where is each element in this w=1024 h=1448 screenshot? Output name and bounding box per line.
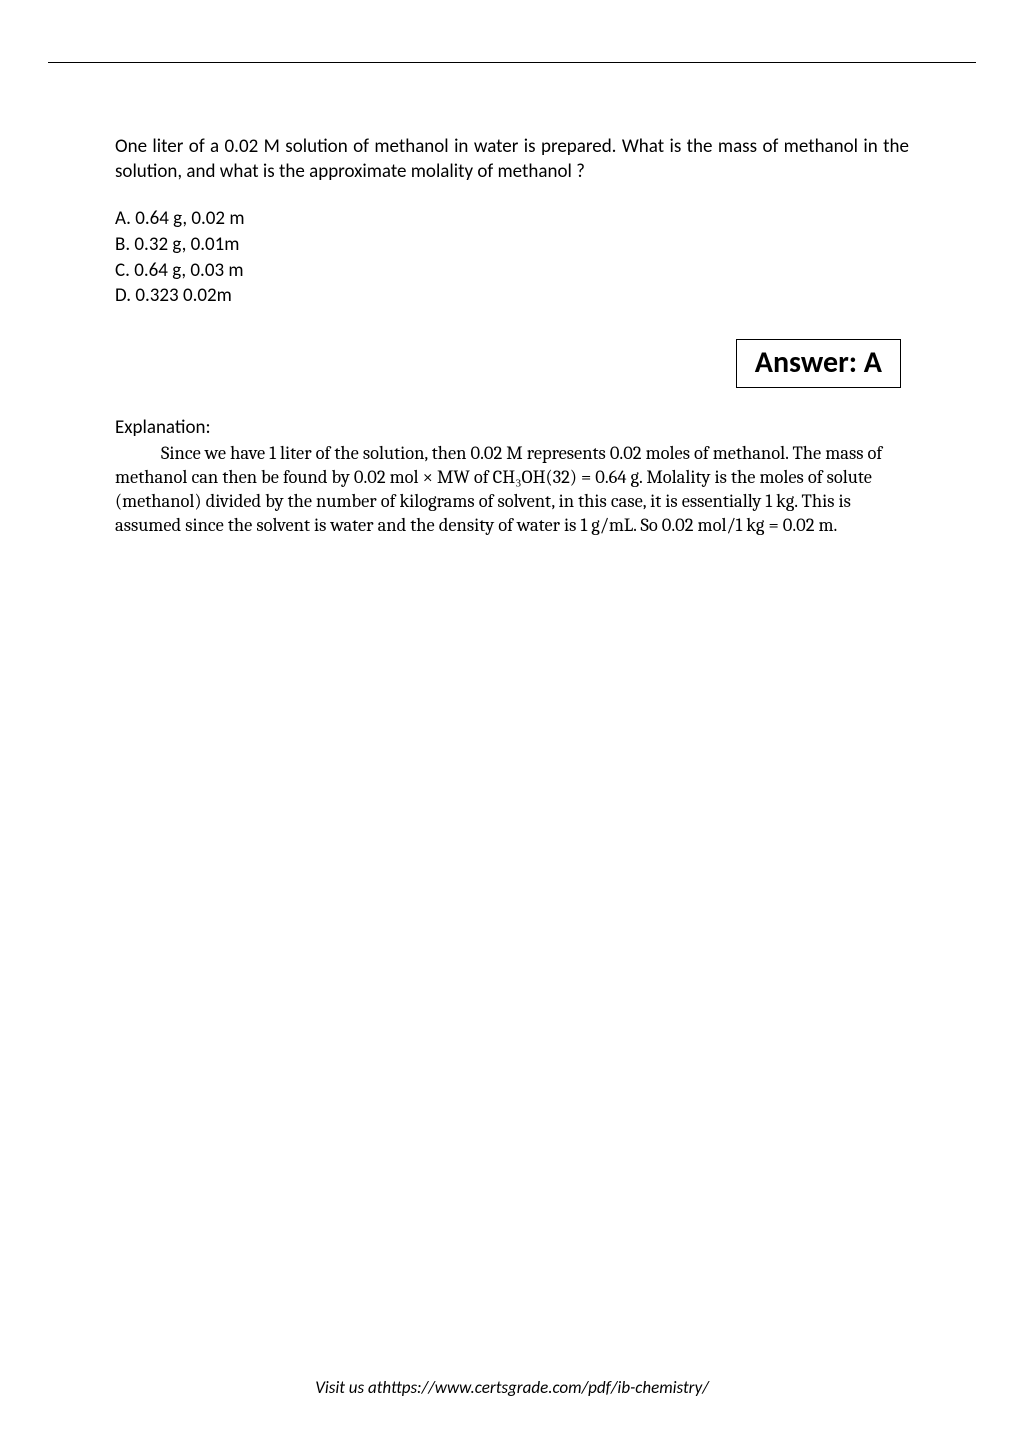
options-block: A. 0.64 g, 0.02 m B. 0.32 g, 0.01m C. 0.… (115, 206, 909, 309)
option-c: C. 0.64 g, 0.03 m (115, 258, 909, 284)
footer-text: Visit us athttps://www.certsgrade.com/pd… (0, 1377, 1024, 1398)
content-area: One liter of a 0.02 M solution of methan… (115, 135, 909, 537)
explanation-label: Explanation: (115, 416, 909, 439)
option-a: A. 0.64 g, 0.02 m (115, 206, 909, 232)
explanation-body: Since we have 1 liter of the solution, t… (115, 441, 909, 537)
option-b: B. 0.32 g, 0.01m (115, 232, 909, 258)
question-text: One liter of a 0.02 M solution of methan… (115, 135, 909, 184)
option-d: D. 0.323 0.02m (115, 283, 909, 309)
top-rule (48, 62, 976, 63)
answer-box: Answer: A (736, 339, 901, 388)
